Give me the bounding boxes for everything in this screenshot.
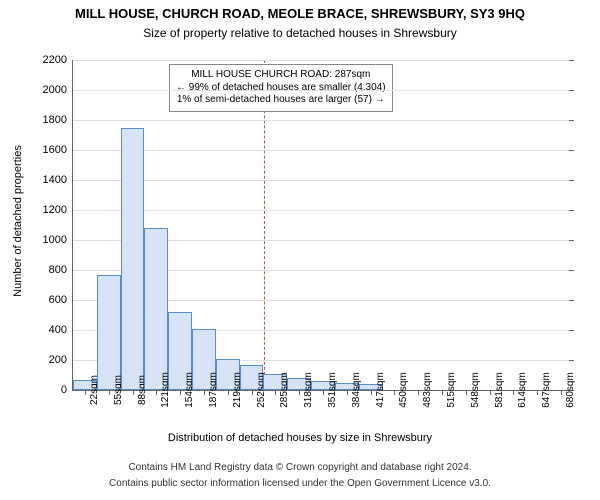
x-tick-mark [133, 390, 134, 395]
x-tick-label: 515sqm [442, 372, 457, 408]
x-tick-mark [442, 390, 443, 395]
annotation-line2: ← 99% of detached houses are smaller (4,… [176, 82, 386, 95]
x-tick-label: 450sqm [394, 372, 409, 408]
y-tick-mark [569, 90, 574, 91]
y-tick-label: 800 [49, 264, 73, 276]
gridline [73, 90, 573, 91]
annotation-line3: 1% of semi-detached houses are larger (5… [176, 94, 386, 107]
annotation-box: MILL HOUSE CHURCH ROAD: 287sqm ← 99% of … [169, 64, 393, 112]
y-tick-mark [569, 150, 574, 151]
x-tick-mark [275, 390, 276, 395]
gridline [73, 60, 573, 61]
x-tick-mark [490, 390, 491, 395]
y-tick-label: 600 [49, 294, 73, 306]
y-tick-mark [569, 180, 574, 181]
y-axis-label: Number of detached properties [12, 111, 24, 331]
y-tick-mark [569, 120, 574, 121]
x-tick-mark [371, 390, 372, 395]
histogram-bar [144, 228, 168, 390]
histogram-bar [121, 128, 145, 391]
x-tick-mark [85, 390, 86, 395]
x-tick-label: 483sqm [418, 372, 433, 408]
x-tick-mark [418, 390, 419, 395]
x-tick-label: 384sqm [347, 372, 362, 408]
y-tick-mark [569, 300, 574, 301]
y-tick-label: 1600 [43, 144, 73, 156]
x-tick-mark [299, 390, 300, 395]
chart-title: MILL HOUSE, CHURCH ROAD, MEOLE BRACE, SH… [0, 6, 600, 21]
x-tick-label: 417sqm [371, 372, 386, 408]
gridline [73, 210, 573, 211]
x-tick-mark [347, 390, 348, 395]
histogram-bar [97, 275, 121, 391]
y-tick-label: 1000 [43, 234, 73, 246]
y-tick-label: 200 [49, 354, 73, 366]
x-tick-mark [228, 390, 229, 395]
x-tick-label: 614sqm [513, 372, 528, 408]
y-tick-label: 0 [61, 384, 73, 396]
y-tick-label: 2200 [43, 54, 73, 66]
y-tick-label: 2000 [43, 84, 73, 96]
x-tick-mark [394, 390, 395, 395]
x-tick-label: 680sqm [561, 372, 576, 408]
x-tick-label: 318sqm [299, 372, 314, 408]
x-tick-mark [156, 390, 157, 395]
x-tick-mark [323, 390, 324, 395]
x-tick-mark [204, 390, 205, 395]
x-tick-label: 647sqm [537, 372, 552, 408]
footer-line2: Contains public sector information licen… [0, 478, 600, 489]
x-tick-label: 548sqm [466, 372, 481, 408]
y-tick-mark [569, 60, 574, 61]
y-tick-label: 1800 [43, 114, 73, 126]
y-tick-mark [569, 210, 574, 211]
y-tick-label: 1400 [43, 174, 73, 186]
x-tick-mark [513, 390, 514, 395]
x-tick-mark [109, 390, 110, 395]
x-tick-mark [537, 390, 538, 395]
x-axis-label: Distribution of detached houses by size … [0, 432, 600, 444]
annotation-line1: MILL HOUSE CHURCH ROAD: 287sqm [176, 69, 386, 82]
y-tick-mark [569, 330, 574, 331]
y-tick-mark [569, 360, 574, 361]
y-tick-mark [569, 270, 574, 271]
x-tick-label: 351sqm [323, 372, 338, 408]
x-tick-mark [561, 390, 562, 395]
gridline [73, 180, 573, 181]
x-tick-mark [180, 390, 181, 395]
y-tick-label: 400 [49, 324, 73, 336]
x-tick-mark [252, 390, 253, 395]
chart-subtitle: Size of property relative to detached ho… [0, 26, 600, 40]
gridline [73, 150, 573, 151]
y-tick-mark [569, 240, 574, 241]
x-tick-mark [466, 390, 467, 395]
footer-line1: Contains HM Land Registry data © Crown c… [0, 462, 600, 473]
x-tick-label: 581sqm [490, 372, 505, 408]
y-tick-label: 1200 [43, 204, 73, 216]
gridline [73, 120, 573, 121]
plot-area: MILL HOUSE CHURCH ROAD: 287sqm ← 99% of … [72, 60, 573, 391]
